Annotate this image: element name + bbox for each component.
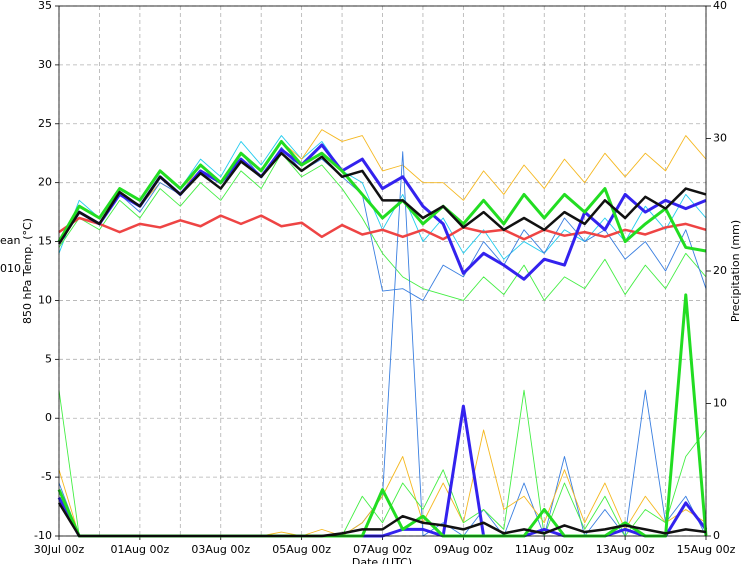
x-tick-label: 07Aug 00z: [353, 543, 412, 556]
y-tick-label: 30: [38, 58, 52, 71]
series-line: [58, 214, 707, 241]
y-tick-label: 35: [38, 0, 52, 12]
y-tick-label: 5: [45, 352, 52, 365]
series-line: [58, 146, 707, 301]
x-tick-label: 11Aug 00z: [515, 543, 574, 556]
x-tick-label: 30Jul 00z: [34, 543, 85, 556]
y2-tick-label: 10: [713, 397, 727, 410]
x-tick-label: 01Aug 00z: [111, 543, 170, 556]
x-tick-label: 09Aug 00z: [434, 543, 493, 556]
y-tick-label: 20: [38, 176, 52, 189]
y-tick-label: 15: [38, 235, 52, 248]
y-tick-label: 25: [38, 117, 52, 130]
x-tick-label: 15Aug 00z: [677, 543, 736, 556]
y-tick-label: -5: [41, 470, 52, 483]
x-tick-label: 03Aug 00z: [191, 543, 250, 556]
series-line: [58, 152, 707, 301]
cropped-text: 010: [0, 262, 21, 275]
series-line: [57, 139, 707, 253]
y-axis-label: 850 hPa Temp. (°C): [21, 218, 34, 324]
x-tick-label: 05Aug 00z: [272, 543, 331, 556]
plot-frame: [58, 5, 707, 537]
y-tick-label: 10: [38, 293, 52, 306]
x-axis-label: Date (UTC): [352, 556, 412, 564]
y2-tick-label: 40: [713, 0, 727, 12]
y-tick-label: 0: [45, 411, 52, 424]
x-tick-label: 13Aug 00z: [596, 543, 655, 556]
y2-tick-label: 0: [713, 529, 720, 542]
y2-tick-label: 20: [713, 264, 727, 277]
y2-tick-label: 30: [713, 132, 727, 145]
y-tick-label: -10: [34, 529, 52, 542]
cropped-text: ean: [0, 234, 21, 247]
y2-axis-label: Precipitation (mm): [729, 220, 742, 322]
series-line: [57, 151, 707, 245]
